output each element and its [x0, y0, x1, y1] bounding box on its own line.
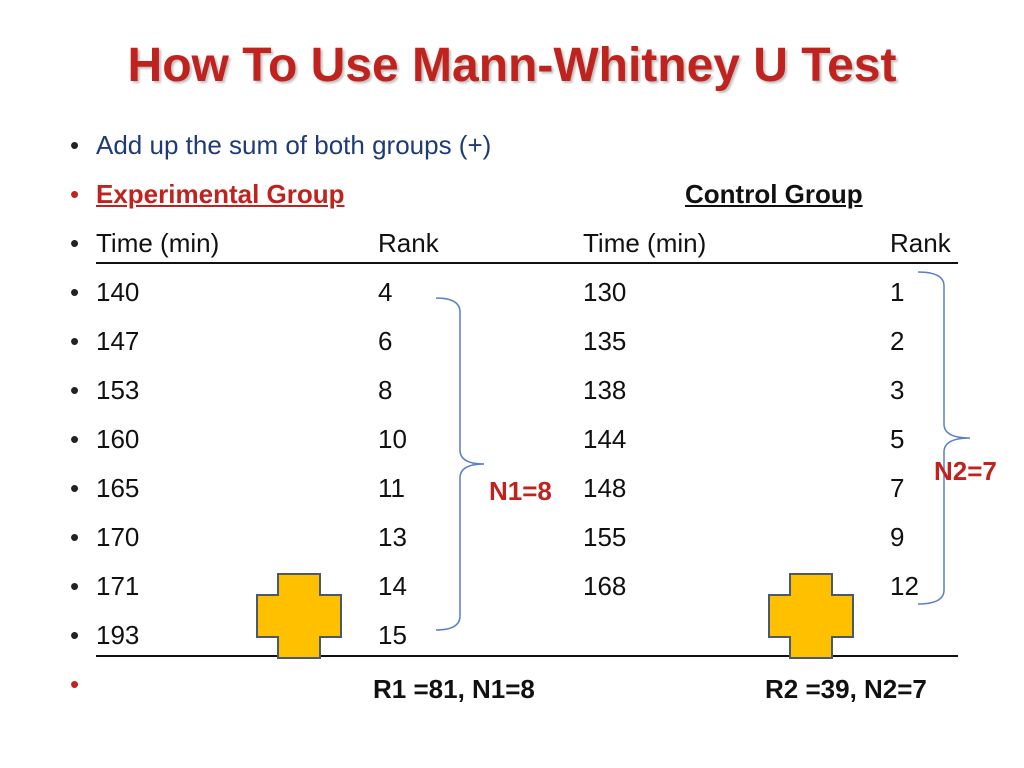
exp-rank-header: Rank: [378, 228, 439, 258]
ctrl-rank-header: Rank: [890, 228, 951, 258]
table-cell-exp-time: 147: [96, 326, 140, 356]
table-cell-exp-time: 193: [96, 620, 140, 650]
bullet-marker: •: [70, 669, 80, 699]
table-cell-exp-rank: 15: [378, 620, 407, 650]
table-cell-ctrl-time: 168: [583, 571, 627, 601]
header-rule: [96, 262, 958, 264]
bullet-marker: •: [70, 130, 80, 160]
bullet-marker: •: [70, 473, 80, 503]
table-cell-exp-time: 140: [96, 277, 140, 307]
bullet-marker: •: [70, 375, 80, 405]
n1-bracket: [435, 297, 485, 631]
plus-cross-icon: [768, 573, 854, 659]
table-cell-ctrl-rank: 7: [890, 473, 905, 503]
table-cell-ctrl-time: 155: [583, 522, 627, 552]
table-cell-ctrl-rank: 12: [890, 571, 919, 601]
bullet-marker: •: [70, 571, 80, 601]
n2-label: N2=7: [934, 456, 997, 486]
table-cell-ctrl-time: 130: [583, 277, 627, 307]
table-cell-exp-rank: 13: [378, 522, 407, 552]
table-cell-exp-time: 153: [96, 375, 140, 405]
r2-summary: R2 =39, N2=7: [765, 674, 927, 704]
intro-text: Add up the sum of both groups (+): [96, 130, 492, 160]
table-cell-exp-time: 170: [96, 522, 140, 552]
table-cell-ctrl-time: 148: [583, 473, 627, 503]
bullet-marker: •: [70, 228, 80, 258]
table-cell-ctrl-time: 138: [583, 375, 627, 405]
table-cell-ctrl-rank: 5: [890, 424, 905, 454]
experimental-group-heading: Experimental Group: [96, 179, 345, 209]
control-group-heading: Control Group: [685, 179, 863, 209]
table-cell-ctrl-rank: 9: [890, 522, 905, 552]
table-cell-exp-rank: 11: [378, 473, 405, 503]
n1-label: N1=8: [489, 476, 552, 506]
bullet-marker: •: [70, 620, 80, 650]
table-cell-exp-time: 165: [96, 473, 140, 503]
r1-summary: R1 =81, N1=8: [373, 674, 535, 704]
bullet-marker: •: [70, 424, 80, 454]
table-cell-exp-time: 160: [96, 424, 140, 454]
table-cell-exp-time: 171: [96, 571, 140, 601]
exp-time-header: Time (min): [96, 228, 220, 258]
table-cell-ctrl-rank: 2: [890, 326, 905, 356]
bullet-marker: •: [70, 326, 80, 356]
bullet-marker: •: [70, 277, 80, 307]
table-cell-ctrl-time: 144: [583, 424, 627, 454]
table-cell-ctrl-time: 135: [583, 326, 627, 356]
table-cell-exp-rank: 10: [378, 424, 407, 454]
table-cell-exp-rank: 14: [378, 571, 407, 601]
bullet-marker: •: [70, 179, 80, 209]
table-cell-exp-rank: 4: [378, 277, 393, 307]
plus-cross-icon: [256, 573, 342, 659]
slide-title: How To Use Mann-Whitney U Test: [127, 39, 897, 92]
table-cell-exp-rank: 8: [378, 375, 393, 405]
table-cell-ctrl-rank: 1: [890, 277, 905, 307]
table-cell-ctrl-rank: 3: [890, 375, 905, 405]
bullet-marker: •: [70, 522, 80, 552]
footer-rule: [96, 655, 958, 657]
table-cell-exp-rank: 6: [378, 326, 393, 356]
ctrl-time-header: Time (min): [583, 228, 707, 258]
n2-bracket: [917, 271, 971, 605]
